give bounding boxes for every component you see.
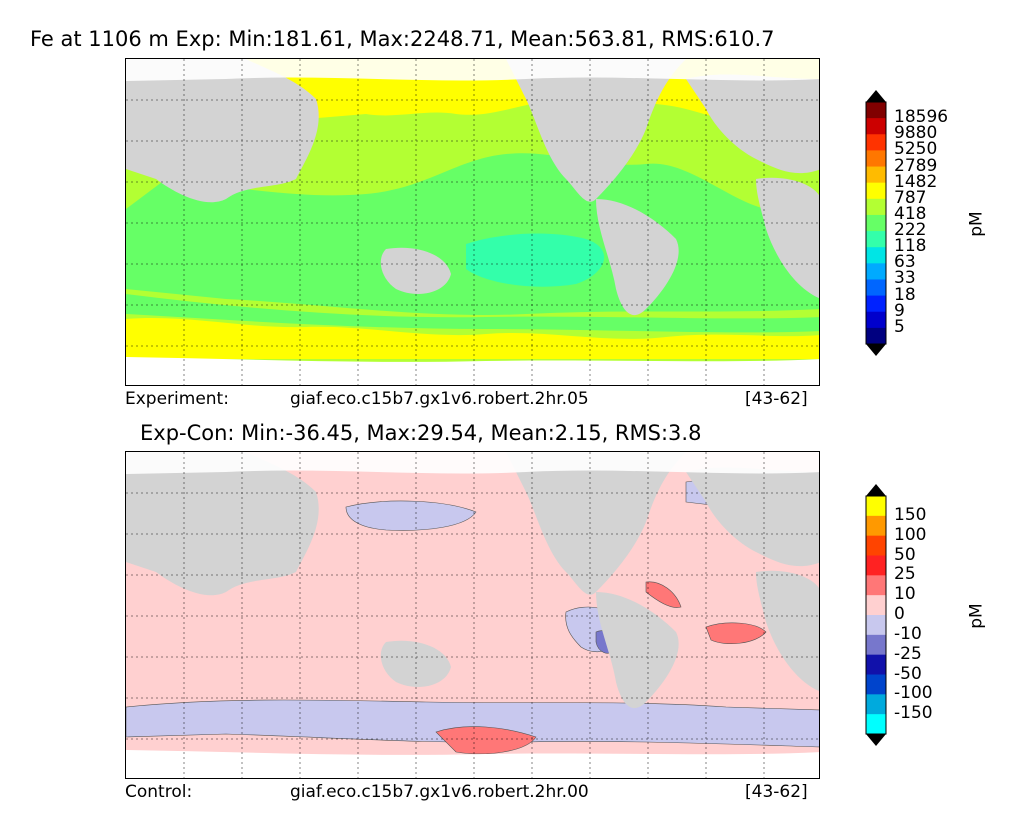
top-colorbar-tick-label: 63 xyxy=(894,252,916,273)
bottom-map-title: Exp-Con: Min:-36.45, Max:29.54, Mean:2.1… xyxy=(140,421,702,445)
top-colorbar-frame xyxy=(865,101,887,345)
top-colorbar-tick-label: 1482 xyxy=(894,171,938,192)
top-colorbar-tick-label: 5 xyxy=(894,316,905,337)
bottom-colorbar-tick-label: -50 xyxy=(894,663,922,684)
bottom-colorbar-tick-label: 0 xyxy=(894,604,905,624)
bottom-colorbar-swatch xyxy=(866,654,886,675)
bottom-colorbar-swatch xyxy=(866,535,886,556)
bottom-colorbar-swatch xyxy=(866,634,886,656)
bottom-colorbar-swatch xyxy=(866,674,886,695)
bottom-colorbar-swatch xyxy=(866,555,886,576)
top-colorbar-unit: pM xyxy=(966,211,987,237)
bottom-colorbar-tick-label: 10 xyxy=(894,584,916,605)
bottom-colorbar-swatch xyxy=(866,694,886,715)
top-map-field xyxy=(126,59,819,385)
top-footer-left: Experiment: xyxy=(125,389,229,409)
bottom-colorbar-unit: pM xyxy=(966,603,987,629)
bottom-footer-left: Control: xyxy=(125,782,193,802)
bottom-footer-mid: giaf.eco.c15b7.gx1v6.robert.2hr.00 xyxy=(290,782,589,802)
bottom-colorbar-swatch xyxy=(866,615,886,636)
bottom-colorbar-tick-label: 25 xyxy=(894,564,916,585)
bottom-colorbar-swatch xyxy=(866,714,886,735)
bottom-colorbar-swatch xyxy=(866,496,886,517)
bottom-colorbar: 150 100 50 25 10 0 -10 -25 -50 -100 -150 pM xyxy=(865,484,987,746)
bottom-colorbar-tick-label: -100 xyxy=(894,683,933,704)
bottom-colorbar-tick-label: -150 xyxy=(894,703,933,724)
top-map-title: Fe at 1106 m Exp: Min:181.61, Max:2248.7… xyxy=(30,27,775,51)
bottom-colorbar-swatch xyxy=(866,575,886,596)
top-colorbar-swatch xyxy=(866,182,886,200)
top-colorbar-swatch xyxy=(866,263,886,280)
top-colorbar-tick-label: 222 xyxy=(894,220,927,241)
top-colorbar-swatch xyxy=(866,327,886,345)
top-colorbar-tick-label: 9880 xyxy=(894,123,938,144)
top-colorbar-swatch xyxy=(866,198,886,216)
top-colorbar-swatch xyxy=(866,279,886,297)
top-colorbar-tick-label: 2789 xyxy=(894,155,938,176)
bottom-colorbar-extend-min xyxy=(866,734,886,746)
top-colorbar-tick-label: 18 xyxy=(894,284,916,305)
bottom-colorbar-tick-label: -25 xyxy=(894,643,922,664)
top-colorbar-tick-label: 418 xyxy=(894,203,927,224)
top-colorbar-swatch xyxy=(866,102,886,119)
top-colorbar-swatch xyxy=(866,247,886,264)
top-colorbar-swatch xyxy=(866,150,886,168)
bottom-footer-right: [43-62] xyxy=(745,782,808,802)
top-colorbar-swatch xyxy=(866,166,886,184)
top-colorbar-swatch xyxy=(866,311,886,329)
top-colorbar-tick-label: 118 xyxy=(894,236,927,257)
top-colorbar-swatch xyxy=(866,134,886,151)
bottom-colorbar-swatch xyxy=(866,595,886,616)
top-colorbar-swatch xyxy=(866,118,886,135)
top-map xyxy=(125,58,820,386)
bottom-colorbar-extend-max xyxy=(866,484,886,496)
bottom-colorbar-tick-label: 50 xyxy=(894,544,916,565)
top-colorbar-swatch xyxy=(866,295,886,313)
top-colorbar: 18596 9880 5250 2789 1482 787 418 222 118 63 33 18 9… xyxy=(865,90,987,356)
top-colorbar-extend-min xyxy=(866,344,886,356)
top-footer-right: [43-62] xyxy=(745,389,808,409)
bottom-colorbar-scale xyxy=(865,484,887,746)
top-colorbar-extend-max xyxy=(866,90,886,102)
top-colorbar-scale xyxy=(865,90,887,356)
top-footer-mid: giaf.eco.c15b7.gx1v6.robert.2hr.05 xyxy=(290,389,589,409)
bottom-colorbar-swatch xyxy=(866,515,886,537)
bottom-map xyxy=(125,451,820,779)
top-colorbar-swatch xyxy=(866,231,886,248)
top-colorbar-tick-label: 18596 xyxy=(894,107,949,128)
bottom-colorbar-tick-label: -10 xyxy=(894,623,922,644)
top-colorbar-tick-label: 33 xyxy=(894,268,916,289)
top-colorbar-tick-label: 787 xyxy=(894,187,927,208)
bottom-colorbar-frame xyxy=(865,495,887,735)
bottom-colorbar-tick-label: 150 xyxy=(894,504,927,525)
top-colorbar-swatch xyxy=(866,214,886,232)
bottom-colorbar-tick-label: 100 xyxy=(894,524,927,545)
top-colorbar-tick-label: 5250 xyxy=(894,139,938,160)
bottom-map-field xyxy=(126,452,819,778)
top-colorbar-tick-label: 9 xyxy=(894,300,905,321)
